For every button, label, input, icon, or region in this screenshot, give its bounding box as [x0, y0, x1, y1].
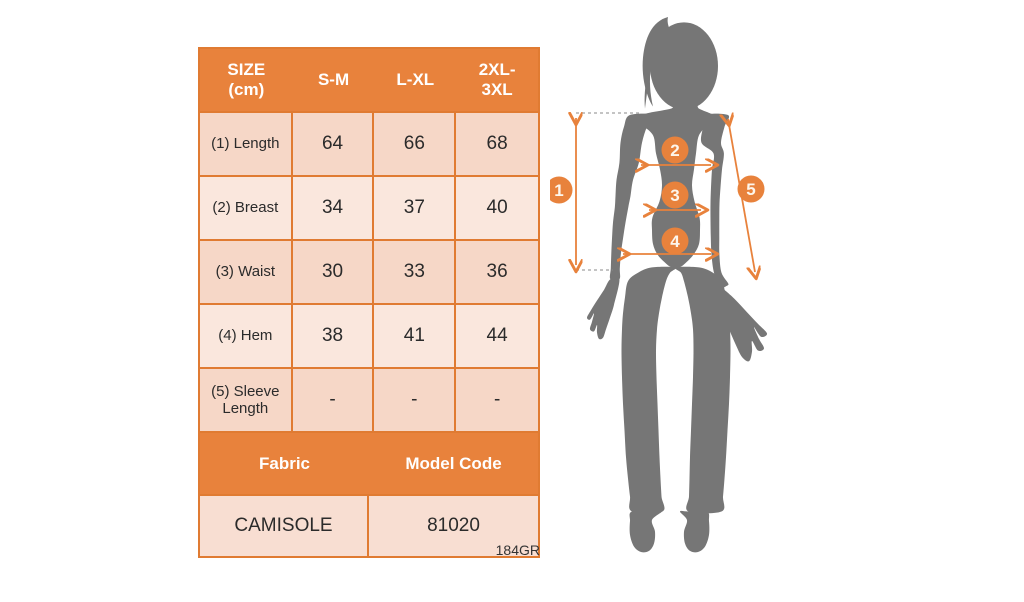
svg-text:4: 4	[670, 232, 680, 251]
svg-text:5: 5	[746, 180, 755, 199]
svg-text:2: 2	[670, 141, 679, 160]
svg-text:1: 1	[554, 181, 563, 200]
svg-text:3: 3	[670, 186, 679, 205]
